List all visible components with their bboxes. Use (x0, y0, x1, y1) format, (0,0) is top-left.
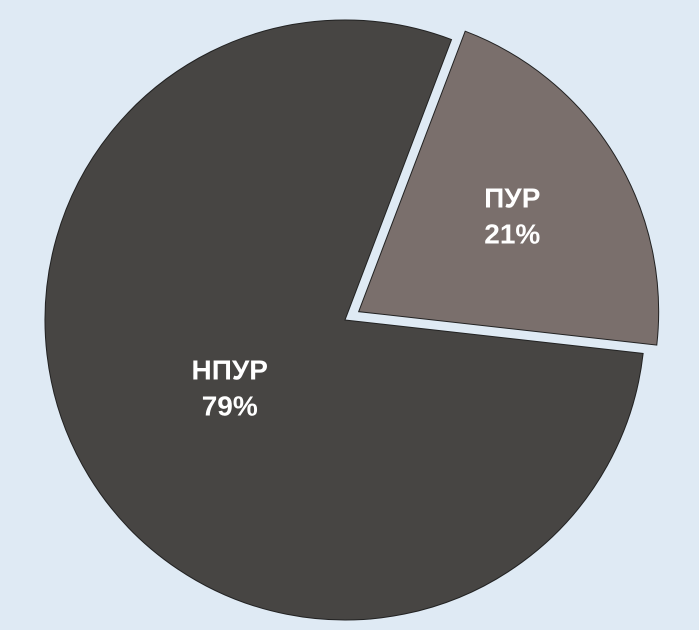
slice-value-label: 79% (202, 391, 258, 422)
slice-value-label: 21% (484, 218, 540, 249)
pie-slice (44, 19, 644, 621)
slice-category-label: НПУР (192, 355, 268, 386)
slice-category-label: ПУР (484, 182, 540, 213)
pie-slice (357, 30, 660, 346)
